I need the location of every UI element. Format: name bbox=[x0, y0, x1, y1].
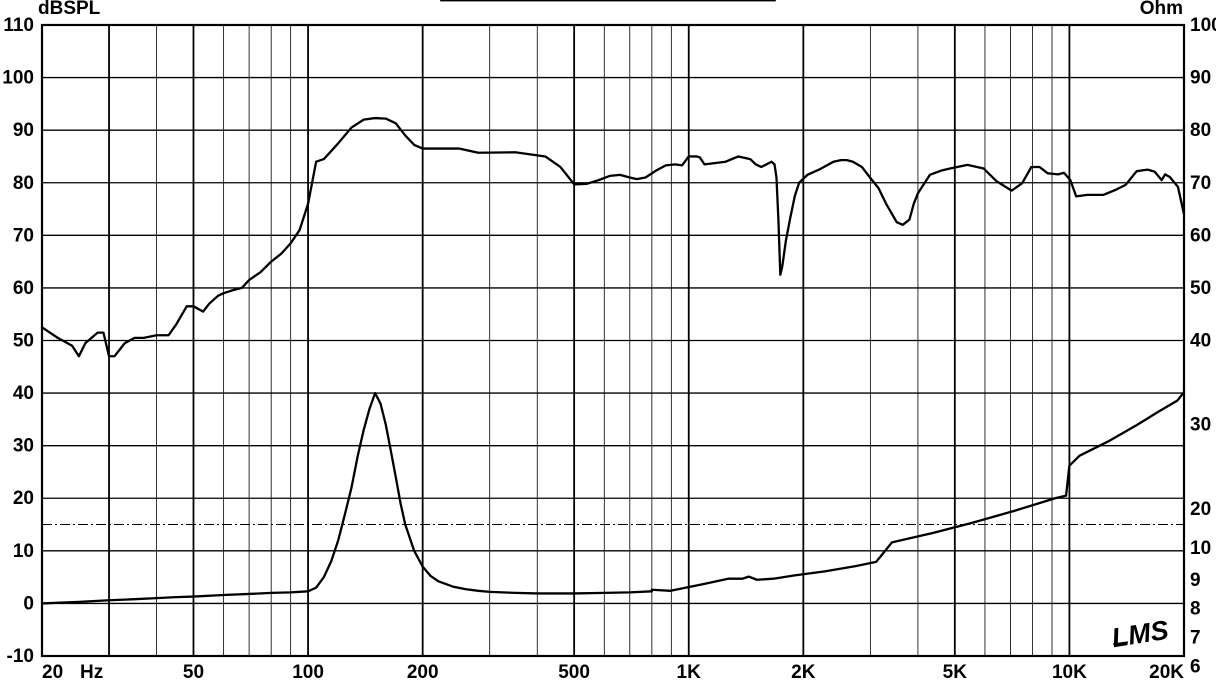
svg-text:60: 60 bbox=[1190, 225, 1211, 246]
svg-text:70: 70 bbox=[13, 225, 34, 246]
svg-text:SOME MODEL HERE: SOME MODEL HERE bbox=[440, 0, 776, 4]
svg-text:200: 200 bbox=[407, 662, 439, 683]
svg-text:0: 0 bbox=[23, 593, 34, 614]
svg-text:20K: 20K bbox=[1149, 662, 1184, 683]
svg-text:90: 90 bbox=[1190, 68, 1211, 89]
svg-text:100: 100 bbox=[1190, 15, 1216, 36]
svg-text:90: 90 bbox=[13, 120, 34, 141]
svg-text:100: 100 bbox=[2, 68, 34, 89]
svg-text:-10: -10 bbox=[7, 646, 34, 667]
svg-text:30: 30 bbox=[13, 436, 34, 457]
svg-text:40: 40 bbox=[13, 383, 34, 404]
svg-text:1K: 1K bbox=[677, 662, 702, 683]
svg-text:10: 10 bbox=[13, 541, 34, 562]
svg-text:70: 70 bbox=[1190, 173, 1211, 194]
svg-text:2K: 2K bbox=[791, 662, 816, 683]
svg-text:10: 10 bbox=[1190, 538, 1211, 559]
svg-text:50: 50 bbox=[13, 331, 34, 352]
svg-text:110: 110 bbox=[3, 15, 34, 36]
svg-text:7: 7 bbox=[1190, 628, 1201, 649]
svg-text:Hz: Hz bbox=[80, 662, 103, 683]
svg-text:8: 8 bbox=[1190, 599, 1201, 620]
svg-text:60: 60 bbox=[13, 278, 34, 299]
svg-text:5K: 5K bbox=[943, 662, 968, 683]
svg-text:100: 100 bbox=[292, 662, 324, 683]
svg-text:500: 500 bbox=[558, 662, 590, 683]
svg-text:20: 20 bbox=[42, 662, 63, 683]
svg-text:30: 30 bbox=[1190, 415, 1211, 436]
svg-text:20: 20 bbox=[1190, 499, 1211, 520]
svg-text:50: 50 bbox=[183, 662, 204, 683]
svg-text:20: 20 bbox=[13, 488, 34, 509]
svg-text:50: 50 bbox=[1190, 278, 1211, 299]
svg-text:9: 9 bbox=[1190, 570, 1201, 591]
svg-text:dBSPL: dBSPL bbox=[38, 0, 101, 19]
svg-text:10K: 10K bbox=[1052, 662, 1087, 683]
svg-text:Ohm: Ohm bbox=[1140, 0, 1183, 19]
svg-text:40: 40 bbox=[1190, 331, 1211, 352]
svg-text:80: 80 bbox=[1190, 120, 1211, 141]
svg-text:6: 6 bbox=[1190, 657, 1201, 678]
svg-text:80: 80 bbox=[13, 173, 34, 194]
